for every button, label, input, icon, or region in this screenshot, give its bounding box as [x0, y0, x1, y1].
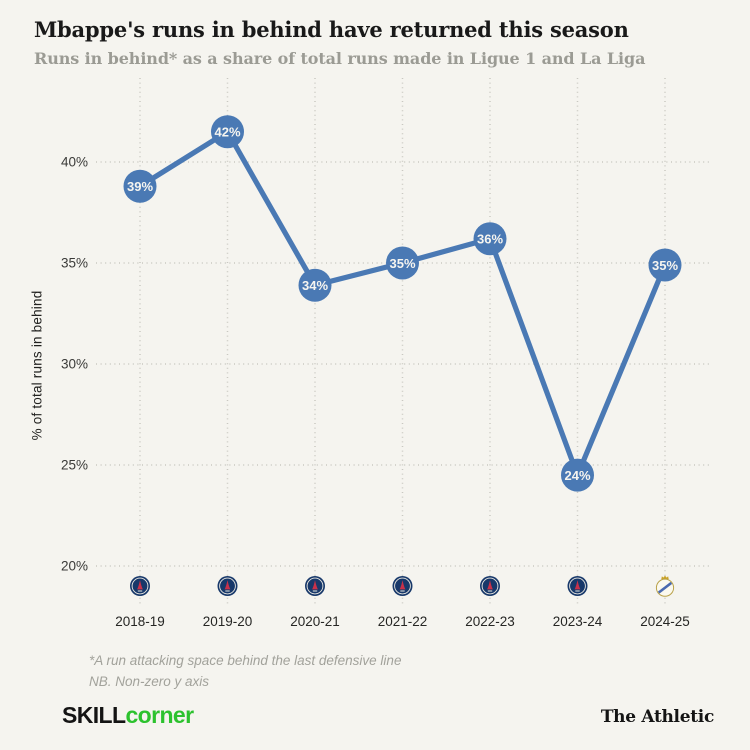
- data-point-label: 42%: [214, 125, 240, 140]
- x-axis-season-label: 2020-21: [290, 614, 340, 629]
- data-point-marker: [211, 115, 244, 149]
- data-point-label: 34%: [302, 278, 328, 293]
- data-point-label: 36%: [477, 232, 503, 247]
- psg-badge-icon: [480, 576, 500, 596]
- y-tick-label: 20%: [61, 559, 88, 574]
- data-point-label: 39%: [127, 179, 153, 194]
- x-axis-season-label: 2023-24: [553, 614, 603, 629]
- y-tick-label: 30%: [61, 357, 88, 372]
- the-athletic-logo: The Athletic: [600, 707, 714, 727]
- footnotes: *A run attacking space behind the last d…: [89, 650, 401, 692]
- skillcorner-logo-skill: SKILL: [62, 702, 126, 728]
- x-axis-season-label: 2018-19: [115, 614, 165, 629]
- y-tick-label: 25%: [61, 458, 88, 473]
- chart-subtitle: Runs in behind* as a share of total runs…: [34, 49, 646, 68]
- trend-line-segment: [137, 129, 231, 189]
- x-axis-season-label: 2019-20: [203, 614, 253, 629]
- data-point-marker: [123, 169, 157, 203]
- footnote-definition: *A run attacking space behind the last d…: [89, 653, 402, 668]
- psg-badge-icon: [567, 576, 588, 596]
- x-axis-season-label: 2021-22: [378, 614, 428, 629]
- psg-badge-icon: [130, 576, 150, 596]
- data-point-label: 35%: [389, 256, 415, 271]
- data-point-marker: [298, 268, 332, 302]
- data-point-label: 35%: [652, 258, 678, 273]
- data-point-marker: [386, 246, 419, 280]
- data-point-marker: [561, 458, 594, 492]
- y-tick-label: 35%: [61, 256, 88, 271]
- trend-line-segment: [487, 236, 581, 478]
- skillcorner-logo: SKILLcorner: [62, 702, 194, 729]
- footnote-axis-note: NB. Non-zero y axis: [89, 674, 210, 689]
- y-axis-title: % of total runs in behind: [29, 290, 45, 441]
- psg-badge-icon: [217, 576, 238, 596]
- psg-badge-icon: [392, 576, 413, 596]
- real-madrid-badge-icon: [655, 575, 675, 597]
- trend-line-segment: [574, 262, 668, 478]
- data-point-marker: [648, 248, 682, 282]
- trend-line-segment: [224, 129, 318, 288]
- data-point-marker: [473, 222, 507, 256]
- chart-title: Mbappe's runs in behind have returned th…: [34, 17, 629, 42]
- data-point-label: 24%: [564, 468, 590, 483]
- skillcorner-logo-corner: corner: [125, 702, 194, 728]
- x-axis-season-label: 2024-25: [640, 614, 690, 629]
- x-axis-season-label: 2022-23: [465, 614, 515, 629]
- psg-badge-icon: [305, 576, 325, 596]
- y-tick-label: 40%: [61, 155, 88, 170]
